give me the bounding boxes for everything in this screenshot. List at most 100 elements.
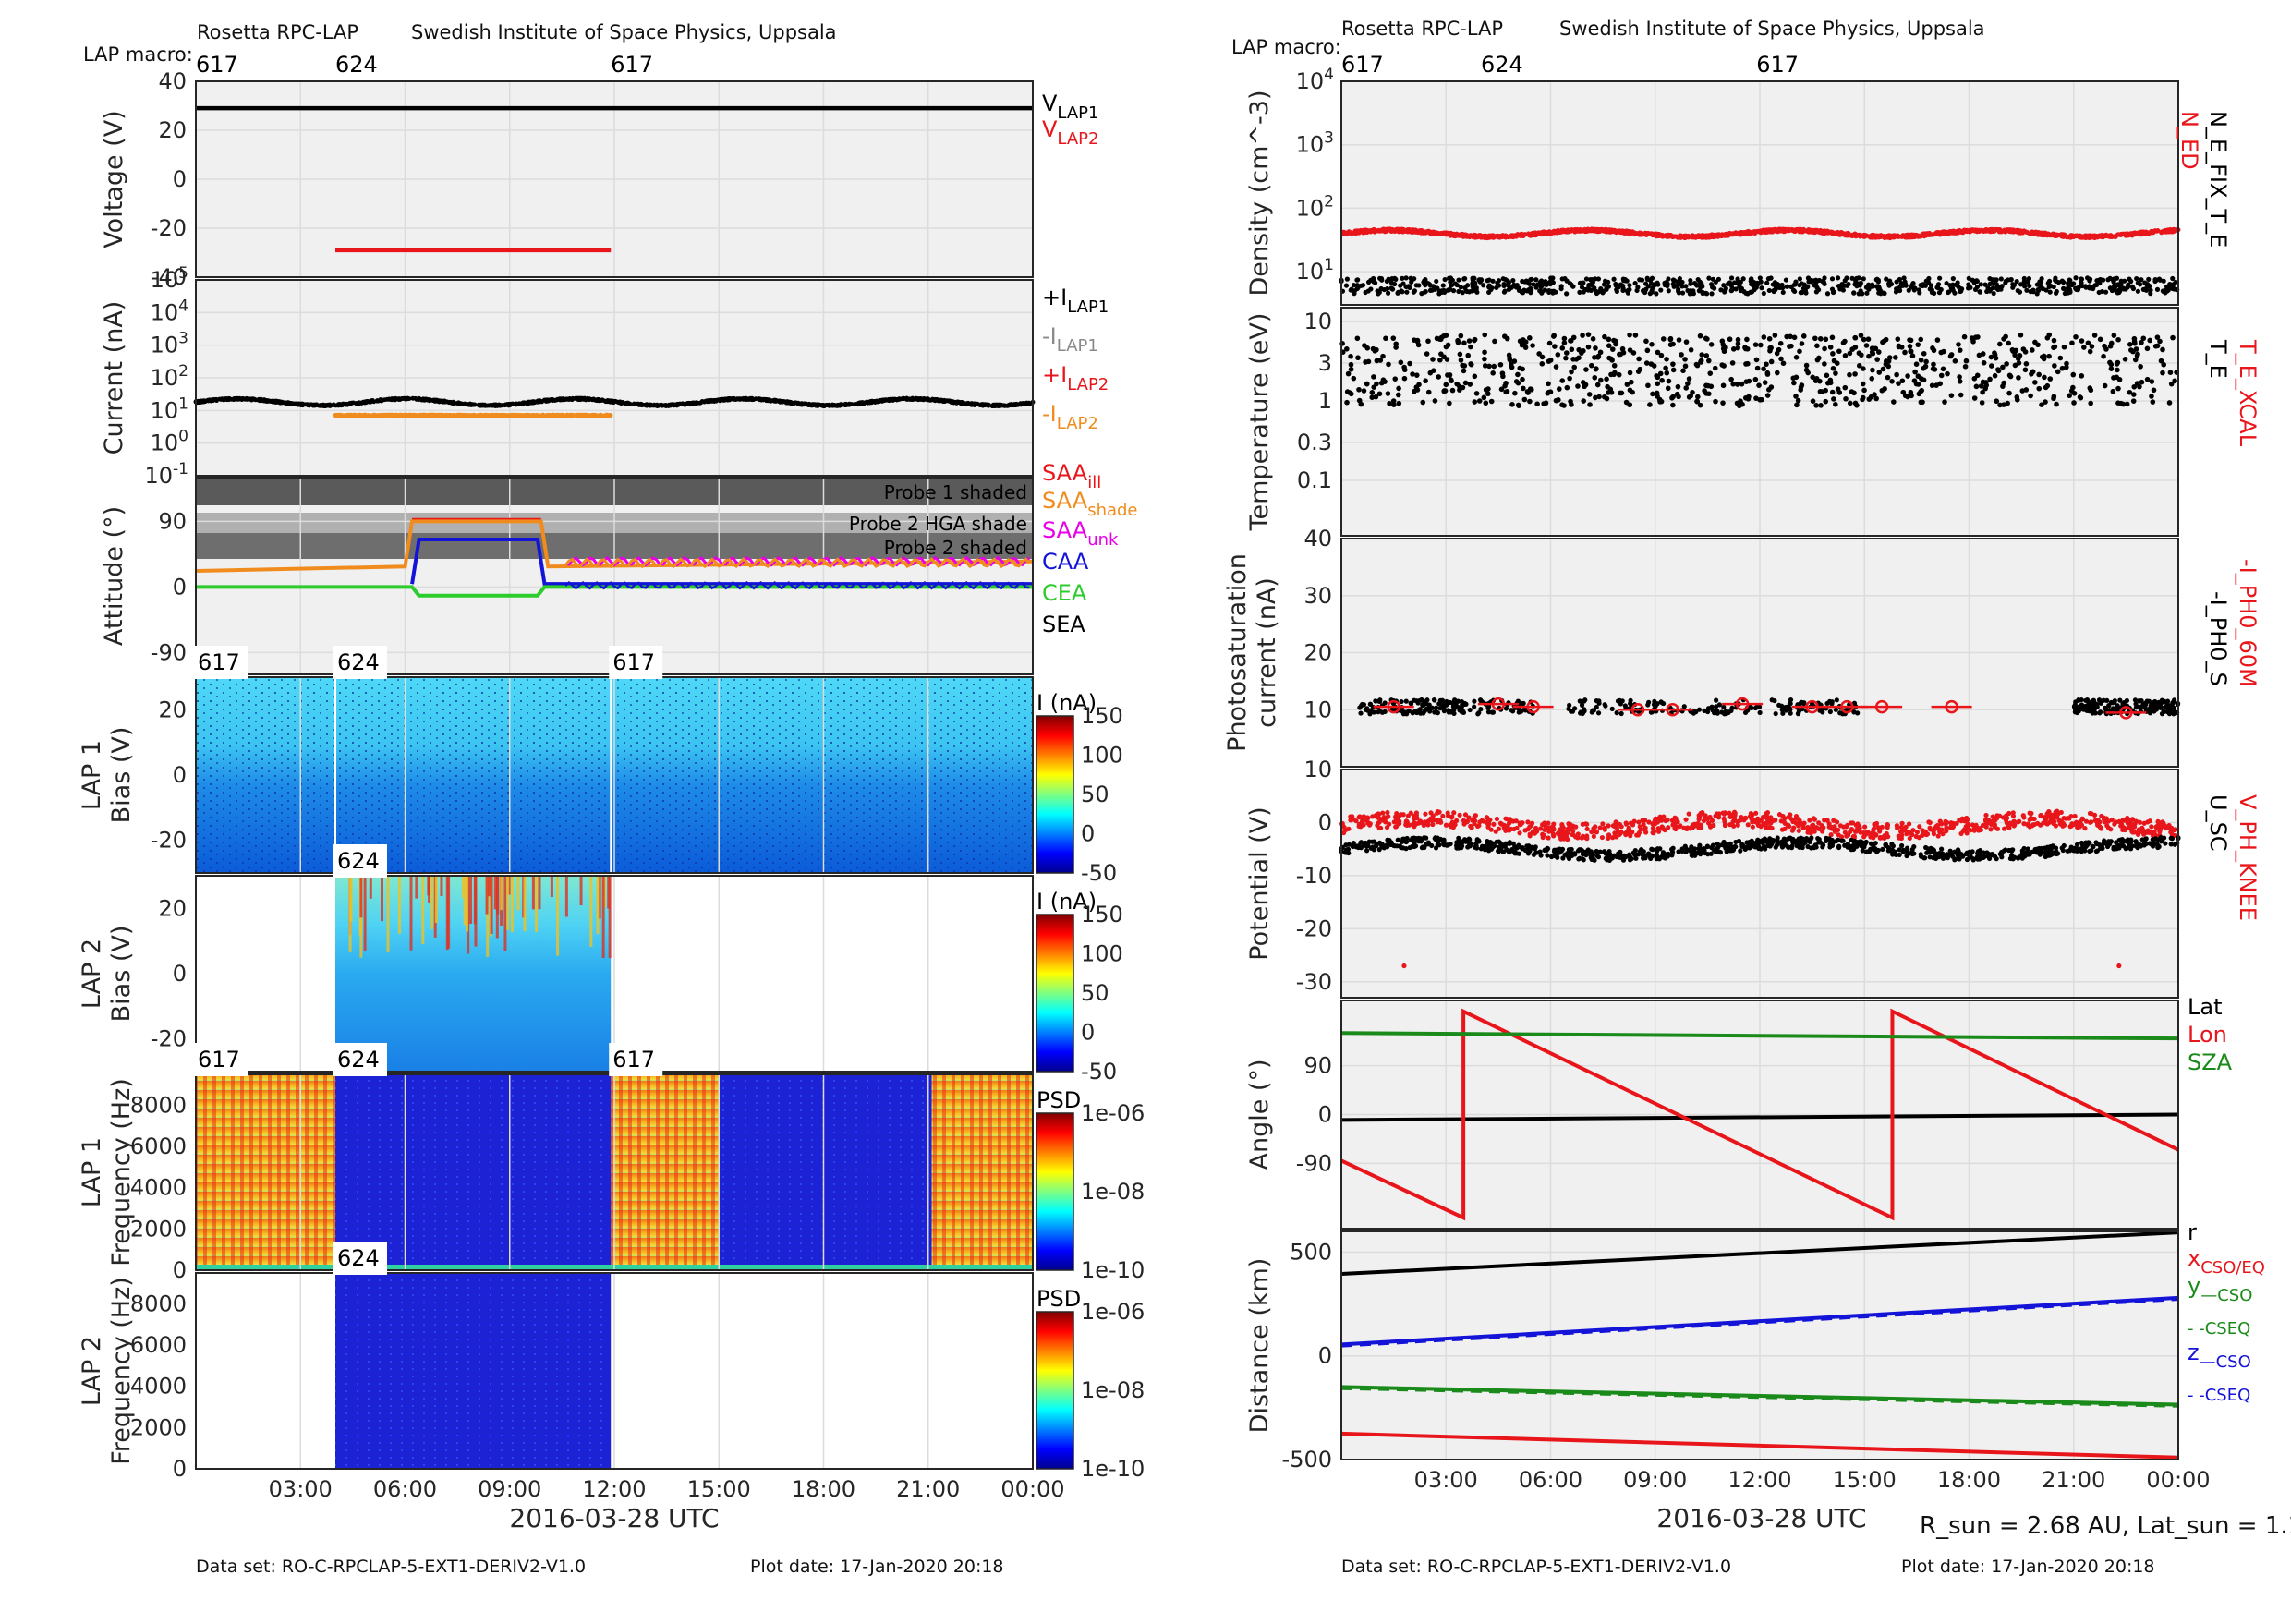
colorbar-tick: 1e-06	[1081, 1299, 1145, 1325]
series-point-N_E_FIX_T_E	[1409, 276, 1413, 281]
series-point-N_E_FIX_T_E	[1366, 288, 1371, 293]
series-point-N_E_FIX_T_E	[2113, 288, 2117, 293]
series-point-I-LAP1	[578, 397, 583, 402]
series-point-N_ED	[1706, 234, 1711, 238]
series-point-N_E_FIX_T_E	[1486, 277, 1491, 282]
series-point-I-LAP1	[702, 400, 707, 405]
series-point-N_E_FIX_T_E	[2145, 282, 2150, 286]
series-point-T_E	[1699, 352, 1704, 358]
series-point-N_ED	[1362, 228, 1366, 233]
series-point-N_E_FIX_T_E	[1709, 291, 1714, 296]
series-point-N_E_FIX_T_E	[1876, 286, 1881, 291]
y-axis-label: LAP 2	[78, 1336, 106, 1406]
series-point-N_E_FIX_T_E	[1884, 277, 1888, 282]
series-point-N_E_FIX_T_E	[1407, 285, 1412, 290]
series-point-I-LAP1	[570, 397, 575, 402]
series-point-N_ED	[1521, 233, 1526, 237]
series-point-T_E	[1682, 357, 1688, 362]
series-point-N_E_FIX_T_E	[1529, 277, 1533, 282]
series-point-N_E_FIX_T_E	[1620, 288, 1625, 293]
series-point-I-LAP2	[454, 414, 458, 418]
series-point-N_ED	[1497, 234, 1501, 238]
series-point-N_ED	[2023, 229, 2028, 234]
series-point-N_ED	[2015, 229, 2019, 234]
series-point-N_ED	[1948, 229, 1953, 234]
heatmap-streak	[359, 876, 362, 917]
series-point-N_E_FIX_T_E	[1543, 287, 1547, 292]
series-point-T_E	[1677, 337, 1682, 343]
series-point-I-LAP2	[555, 413, 560, 418]
series-point-I-LAP1	[882, 398, 887, 403]
series-point-N_E_FIX_T_E	[1627, 283, 1631, 287]
series-point-I-LAP2	[467, 413, 472, 418]
series-point-N_ED	[1743, 232, 1748, 236]
series-point-T_E	[1650, 392, 1655, 397]
y-axis-label: Attitude (°)	[100, 506, 128, 646]
series-point-N_E_FIX_T_E	[2055, 289, 2059, 294]
series-point-N_E_FIX_T_E	[1762, 291, 1766, 296]
series-point-N_E_FIX_T_E	[1568, 281, 1572, 285]
series-point-I-LAP1	[528, 400, 533, 405]
series-point-I-LAP1	[1000, 403, 1005, 407]
series-point-N_ED	[1539, 232, 1544, 236]
series-point-I-LAP1	[644, 404, 649, 408]
series-point-N_ED	[2155, 228, 2160, 233]
series-point-N_E_FIX_T_E	[1633, 281, 1638, 285]
series-point-N_E_FIX_T_E	[1616, 285, 1620, 289]
series-point-N_ED	[1807, 229, 1812, 234]
series-point-N_E_FIX_T_E	[1393, 277, 1398, 282]
series-point-I-LAP2	[443, 414, 448, 418]
series-point-N_E_FIX_T_E	[1533, 277, 1538, 282]
series-point-N_ED	[1585, 226, 1590, 231]
series-point-I-LAP1	[361, 400, 366, 405]
colorbar	[1036, 716, 1073, 873]
series-point-T_E	[2000, 365, 2006, 370]
series-point-T_E	[1758, 343, 1764, 348]
series-point-N_ED	[1473, 234, 1477, 238]
series-point-T_E	[2160, 370, 2165, 376]
series-point-N_E_FIX_T_E	[1797, 283, 1801, 287]
series-point-N_E_FIX_T_E	[1857, 275, 1861, 280]
series-point-N_ED	[2135, 231, 2139, 236]
series-point-N_ED	[1661, 234, 1666, 238]
series-point-N_E_FIX_T_E	[1352, 291, 1356, 296]
heatmap-hot-region	[196, 1074, 335, 1270]
y-tick-label: 0	[173, 961, 187, 987]
series-point-N_E_FIX_T_E	[1907, 288, 1911, 293]
series-point-N_E_FIX_T_E	[1602, 282, 1606, 286]
series-point-I-LAP2	[389, 414, 394, 418]
series-point-N_E_FIX_T_E	[1752, 281, 1757, 285]
series-point-I-LAP1	[778, 399, 782, 404]
series-point-N_E_FIX_T_E	[1392, 282, 1397, 286]
series-point-T_E	[1762, 334, 1767, 340]
series-point-N_E_FIX_T_E	[1386, 291, 1390, 296]
series-point-N_E_FIX_T_E	[2060, 279, 2065, 284]
series-point-N_E_FIX_T_E	[1584, 276, 1589, 281]
series-point-N_E_FIX_T_E	[1395, 291, 1400, 296]
series-point-I-LAP1	[600, 398, 604, 403]
series-point-N_E_FIX_T_E	[2012, 283, 2017, 287]
y-tick-label: 0	[173, 574, 187, 600]
series-point-N_E_FIX_T_E	[1836, 275, 1840, 280]
series-point-I-LAP1	[495, 404, 500, 408]
series-point-T_E	[1941, 367, 1946, 372]
series-point-I-LAP1	[284, 401, 288, 406]
series-point-N_E_FIX_T_E	[1830, 276, 1835, 281]
series-point-N_E_FIX_T_E	[1781, 290, 1786, 295]
y-tick-label: 10	[1303, 309, 1332, 334]
series-point-N_E_FIX_T_E	[2123, 286, 2127, 291]
series-point-N_ED	[2164, 228, 2168, 233]
series-point-I-LAP2	[483, 414, 488, 418]
series-point-T_E	[1521, 386, 1526, 392]
series-point-T_E	[1390, 335, 1396, 341]
series-point-T_E	[1520, 377, 1525, 382]
series-point-N_ED	[1723, 233, 1727, 237]
series-point-N_ED	[1715, 235, 1720, 239]
series-point-I-LAP2	[532, 413, 537, 418]
series-point-T_E	[1595, 382, 1601, 388]
heatmap-streak	[430, 876, 433, 929]
series-point-N_ED	[1727, 231, 1732, 236]
series-point-I-LAP2	[479, 413, 483, 418]
series-point-N_E_FIX_T_E	[2016, 288, 2020, 293]
series-point-I-LAP2	[382, 414, 386, 418]
